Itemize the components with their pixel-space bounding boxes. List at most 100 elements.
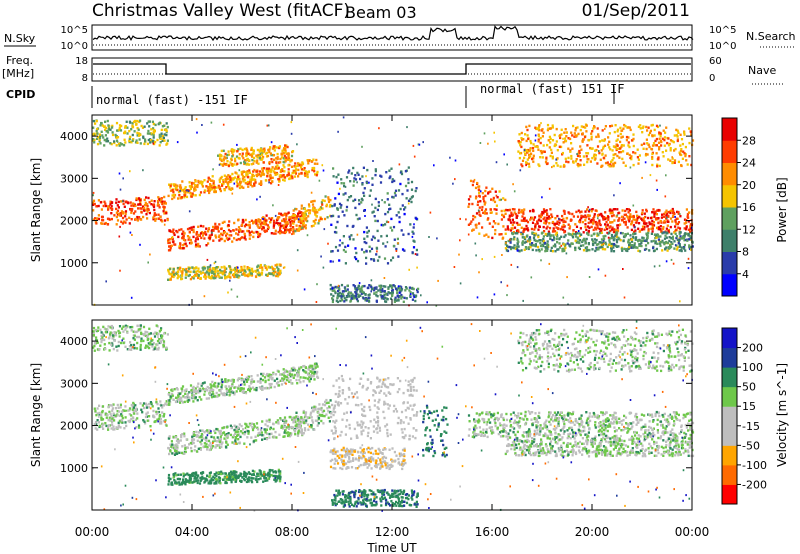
heatmap-cell bbox=[278, 270, 282, 273]
heatmap-cell bbox=[531, 216, 534, 220]
heatmap-cell bbox=[554, 230, 557, 233]
heatmap-cell bbox=[244, 218, 247, 222]
heatmap-cell bbox=[675, 236, 678, 240]
nsky-tick-bottom: 10^0 bbox=[61, 41, 88, 52]
heatmap-cell bbox=[622, 239, 625, 243]
heatmap-cell bbox=[633, 230, 636, 233]
heatmap-cell bbox=[594, 157, 597, 160]
heatmap-cell bbox=[224, 433, 227, 437]
heatmap-cell bbox=[634, 229, 637, 232]
heatmap-cell bbox=[253, 425, 256, 428]
heatmap-cell bbox=[95, 137, 99, 140]
heatmap-cell bbox=[343, 214, 346, 217]
heatmap-cell bbox=[588, 226, 591, 229]
heatmap-cell bbox=[595, 243, 598, 246]
heatmap-cell bbox=[679, 235, 682, 238]
heatmap-cell bbox=[387, 286, 390, 289]
cpid-label: CPID bbox=[6, 88, 35, 101]
heatmap-cell bbox=[645, 247, 648, 251]
heatmap-cell bbox=[305, 172, 308, 175]
heatmap-cell bbox=[280, 426, 283, 429]
heatmap-cell bbox=[292, 213, 295, 216]
heatmap-cell bbox=[645, 208, 648, 212]
heatmap-cell bbox=[203, 191, 206, 194]
heatmap-cell bbox=[515, 216, 518, 219]
heatmap-cell bbox=[122, 202, 125, 206]
heatmap-cell bbox=[380, 295, 383, 298]
heatmap-cell bbox=[410, 180, 414, 184]
heatmap-cell bbox=[485, 186, 488, 189]
heatmap-cell bbox=[252, 270, 255, 273]
heatmap-cell bbox=[278, 433, 281, 436]
heatmap-cell bbox=[261, 438, 264, 441]
heatmap-cell bbox=[139, 119, 142, 122]
heatmap-cell bbox=[108, 218, 111, 221]
heatmap-cell bbox=[171, 392, 174, 396]
heatmap-cell bbox=[616, 147, 619, 151]
heatmap-cell bbox=[283, 418, 286, 422]
heatmap-cell bbox=[529, 150, 531, 153]
heatmap-cell bbox=[677, 212, 680, 215]
heatmap-cell bbox=[287, 427, 291, 430]
heatmap-cell bbox=[273, 435, 276, 438]
heatmap-cell bbox=[670, 245, 673, 249]
heatmap-cell bbox=[616, 130, 619, 133]
heatmap-cell bbox=[669, 149, 672, 152]
y-tick-label: 3000 bbox=[60, 172, 88, 185]
heatmap-cell bbox=[228, 273, 231, 276]
heatmap-cell bbox=[680, 237, 683, 240]
heatmap-cell bbox=[535, 127, 538, 130]
heatmap-cell bbox=[279, 263, 282, 267]
heatmap-cell bbox=[168, 241, 171, 244]
heatmap-cell bbox=[479, 214, 482, 217]
heatmap-cell bbox=[270, 232, 273, 235]
heatmap-cell bbox=[671, 157, 674, 160]
heatmap-cell bbox=[632, 204, 635, 207]
heatmap-cell bbox=[632, 232, 635, 236]
freq-tick-bottom: 8 bbox=[82, 73, 88, 84]
heatmap-cell bbox=[290, 154, 294, 158]
heatmap-cell bbox=[204, 230, 207, 234]
heatmap-cell bbox=[365, 256, 368, 260]
heatmap-cell bbox=[205, 440, 208, 443]
heatmap-cell bbox=[625, 135, 629, 139]
heatmap-cell bbox=[600, 212, 603, 216]
heatmap-cell bbox=[325, 204, 328, 208]
heatmap-cell bbox=[683, 247, 686, 250]
heatmap-cell bbox=[426, 301, 428, 304]
heatmap-cell bbox=[373, 215, 376, 218]
heatmap-cell bbox=[582, 155, 585, 158]
nave-label: Nave bbox=[748, 64, 776, 77]
heatmap-cell bbox=[176, 184, 179, 187]
heatmap-cell bbox=[597, 233, 600, 237]
heatmap-cell bbox=[539, 141, 542, 145]
heatmap-cell bbox=[283, 416, 287, 419]
heatmap-cell bbox=[258, 150, 261, 153]
heatmap-cell bbox=[237, 218, 240, 221]
heatmap-cell bbox=[231, 164, 234, 167]
heatmap-cell bbox=[674, 244, 677, 247]
heatmap-cell bbox=[121, 222, 124, 225]
heatmap-cell bbox=[475, 212, 479, 215]
heatmap-cell bbox=[260, 225, 263, 228]
heatmap-cell bbox=[140, 124, 143, 128]
heatmap-cell bbox=[582, 231, 585, 234]
heatmap-cell bbox=[673, 247, 676, 250]
heatmap-cell bbox=[275, 161, 278, 165]
heatmap-cell bbox=[515, 229, 519, 232]
heatmap-cell bbox=[159, 417, 162, 421]
heatmap-cell bbox=[307, 170, 310, 174]
heatmap-cell bbox=[219, 177, 222, 180]
heatmap-cell bbox=[208, 191, 211, 195]
heatmap-cell bbox=[342, 116, 345, 119]
heatmap-cell bbox=[594, 149, 597, 152]
freq-label-line1: Freq. bbox=[6, 54, 33, 67]
heatmap-cell bbox=[532, 149, 535, 152]
heatmap-cell bbox=[265, 219, 268, 222]
heatmap-cell bbox=[294, 420, 297, 424]
heatmap-cell bbox=[484, 194, 487, 198]
heatmap-cell bbox=[287, 425, 290, 428]
heatmap-cell bbox=[376, 250, 378, 253]
heatmap-cell bbox=[213, 184, 216, 187]
heatmap-cell bbox=[163, 219, 167, 222]
